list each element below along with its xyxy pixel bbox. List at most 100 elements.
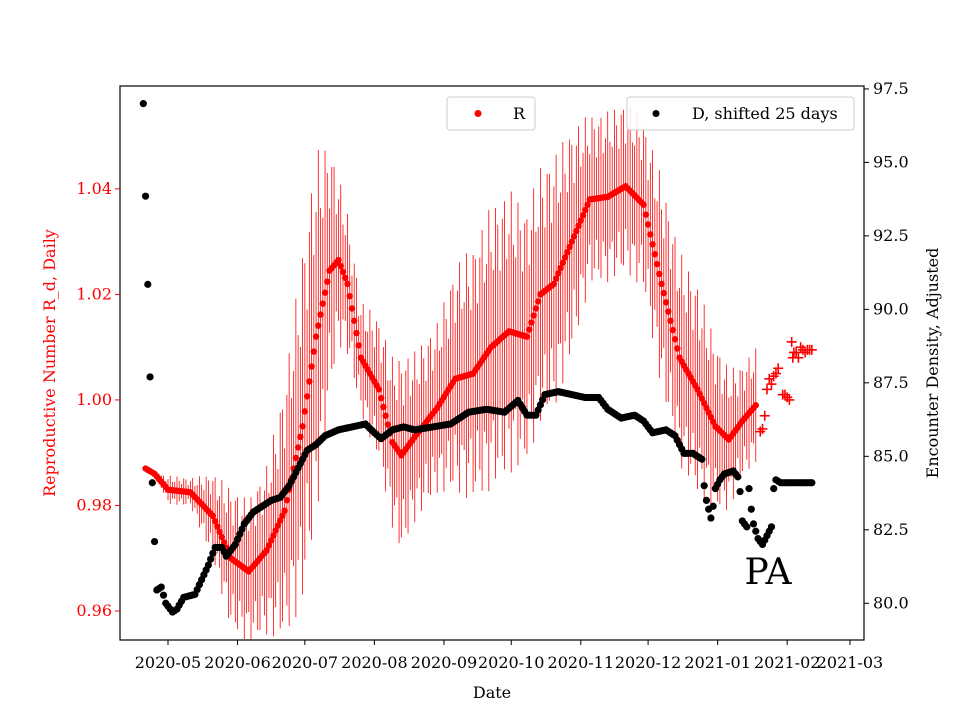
r-point [279, 512, 286, 519]
d-point [139, 100, 147, 108]
r-point [559, 259, 567, 266]
r-point [335, 256, 342, 264]
r-point [276, 517, 284, 524]
legend-r: R [446, 96, 536, 131]
r-point [337, 262, 344, 270]
r-point [348, 305, 356, 312]
r-point [346, 292, 353, 300]
legend-r-label: R [513, 104, 526, 123]
y-right-tick-label: 92.5 [873, 226, 909, 245]
d-point [752, 527, 760, 535]
y-left-axis-ticks: 0.96 0.98 1.00 1.02 1.04 [76, 179, 120, 620]
d-point [749, 520, 758, 528]
r-point [667, 317, 674, 324]
r-point [640, 201, 647, 208]
x-axis-ticks: 2020-05 2020-06 2020-07 2020-08 2020-09 2020-… [135, 640, 883, 672]
r-point [211, 518, 219, 525]
d-point [157, 583, 165, 591]
y-left-tick-label: 1.02 [76, 284, 112, 303]
d-point [709, 502, 717, 510]
r-point [380, 403, 387, 411]
r-projected-point [773, 363, 784, 374]
legend-r-marker [474, 110, 482, 117]
r-projected-point [791, 347, 802, 358]
y-left-axis-title: Reproductive Number R_d, Daily [40, 229, 59, 497]
y-left-tick-label: 0.96 [76, 601, 112, 620]
d-point [747, 505, 755, 513]
d-point [141, 192, 150, 200]
r-point [552, 275, 560, 282]
y-left-tick-label: 0.98 [76, 495, 112, 514]
d-point [743, 523, 751, 531]
r-point [582, 206, 589, 214]
y-right-tick-label: 82.5 [873, 520, 909, 539]
r-projected-point [784, 394, 795, 405]
x-tick-label: 2020-11 [548, 653, 614, 672]
r-point [577, 217, 584, 224]
legend-d-label: D, shifted 25 days [692, 104, 838, 123]
y-right-tick-label: 85.0 [873, 446, 909, 465]
pa-annotation: PA [745, 552, 793, 593]
x-tick-label: 2021-01 [684, 653, 750, 672]
r-point [660, 289, 667, 297]
r-projected-point [786, 336, 797, 347]
r-point [321, 289, 329, 296]
r-point [555, 270, 562, 277]
d-point [734, 473, 742, 481]
x-tick-label: 2021-03 [817, 653, 883, 672]
r-projected-point [766, 379, 777, 390]
r-point [355, 342, 362, 349]
r-point [534, 298, 542, 305]
d-point [209, 549, 217, 557]
d-point [204, 561, 212, 569]
d-series [139, 100, 816, 616]
r-projected-point [806, 344, 817, 355]
d-point [698, 455, 706, 463]
r-point [575, 222, 582, 230]
y-right-tick-label: 87.5 [873, 373, 909, 392]
r-projected-point [770, 368, 781, 379]
r-point [308, 363, 315, 370]
r-point [642, 211, 650, 218]
legend-d-box [626, 96, 855, 131]
y-left-tick-label: 1.00 [76, 390, 112, 409]
r-point [523, 333, 531, 340]
d-point [767, 523, 776, 531]
r-point [570, 233, 578, 240]
r-point [568, 238, 576, 245]
x-tick-label: 2020-12 [615, 653, 681, 672]
r-point [317, 311, 324, 318]
r-point [344, 280, 351, 288]
d-point [736, 487, 744, 496]
r-point [324, 278, 331, 285]
r-projected-series [755, 336, 817, 437]
y-left-tick-label: 1.04 [76, 179, 112, 198]
r-projected-point [757, 423, 768, 434]
r-point [584, 201, 591, 208]
r-point [671, 336, 679, 343]
r-point [566, 243, 573, 251]
legend-d-marker [652, 110, 660, 117]
d-point [702, 496, 711, 504]
d-point [159, 591, 168, 599]
d-point [146, 373, 154, 381]
r-point [301, 408, 309, 415]
y-right-tick-label: 95.0 [873, 152, 909, 171]
r-point [353, 329, 360, 337]
d-point [207, 555, 215, 563]
r-point [752, 402, 759, 409]
r-point [272, 527, 279, 534]
x-tick-label: 2020-10 [478, 653, 544, 672]
d-point [808, 479, 816, 487]
r-point [384, 421, 392, 428]
r-point [339, 268, 347, 276]
r-projected-point [759, 410, 770, 421]
r-point [315, 322, 322, 329]
r-point [530, 312, 537, 319]
r-point [342, 274, 349, 282]
r-point [665, 308, 672, 315]
d-point [745, 485, 753, 493]
r-point [647, 231, 654, 238]
r-point [674, 345, 681, 352]
